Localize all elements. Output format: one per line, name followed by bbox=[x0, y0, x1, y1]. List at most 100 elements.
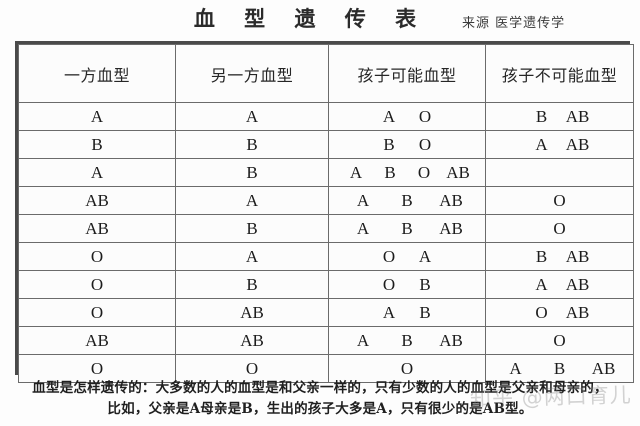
cell-parent-b: B bbox=[175, 270, 329, 299]
blood-type-token-group: O AB bbox=[486, 304, 633, 321]
table-row: O AB A B O AB bbox=[18, 298, 634, 327]
cell-parent-b: AB bbox=[175, 298, 329, 327]
cell-parent-a: AB bbox=[18, 214, 176, 243]
blood-type-token: A bbox=[535, 135, 548, 154]
blood-type-token: B bbox=[419, 275, 431, 294]
blood-type-token: B bbox=[401, 219, 413, 238]
blood-type-token: AB bbox=[565, 303, 590, 322]
blood-type-token: A bbox=[356, 191, 370, 210]
blood-type-token: AB bbox=[439, 219, 463, 238]
blood-type-token: AB bbox=[439, 191, 463, 210]
cell-parent-a: O bbox=[18, 242, 176, 271]
blood-type-token-group: A AB bbox=[486, 276, 633, 293]
blood-type-token: O bbox=[417, 163, 431, 182]
footer-line-2: 比如，父亲是A母亲是B，生出的孩子大多是A，只有很少的是AB型。 bbox=[107, 401, 533, 417]
cell-parent-b: B bbox=[175, 214, 329, 243]
cell-possible-types: A B O AB bbox=[328, 158, 486, 187]
cell-impossible-types: A AB bbox=[485, 270, 634, 299]
cell-parent-b: B bbox=[175, 158, 329, 187]
title-bar: 血 型 遗 传 表 来源 医学遗传学 bbox=[0, 0, 640, 40]
cell-impossible-types: O AB bbox=[485, 298, 634, 327]
cell-possible-types: A B AB bbox=[328, 186, 486, 215]
page-title: 血 型 遗 传 表 bbox=[193, 6, 428, 31]
cell-possible-types: A B AB bbox=[328, 214, 486, 243]
cell-parent-a: AB bbox=[18, 186, 176, 215]
cell-parent-a: O bbox=[18, 270, 176, 299]
cell-parent-b: AB bbox=[175, 326, 329, 355]
table-row: O B O B A AB bbox=[18, 270, 634, 299]
table-header: 一方血型 另一方血型 孩子可能血型 孩子不可能血型 bbox=[18, 44, 634, 103]
blood-type-token: AB bbox=[439, 331, 463, 350]
blood-type-token-group: B AB bbox=[486, 248, 633, 265]
cell-parent-b: A bbox=[175, 102, 329, 131]
blood-type-token-group: B AB bbox=[486, 108, 633, 125]
column-header-parent-b: 另一方血型 bbox=[175, 44, 329, 103]
blood-type-token: B bbox=[535, 247, 548, 266]
source-citation: 来源 医学遗传学 bbox=[462, 16, 566, 31]
blood-type-token: B bbox=[384, 163, 396, 182]
column-header-parent-a: 一方血型 bbox=[18, 44, 176, 103]
blood-type-token: B bbox=[383, 135, 395, 154]
cell-parent-b: A bbox=[175, 186, 329, 215]
table-row: O O O A B AB bbox=[18, 354, 634, 383]
table-body: A A A O B AB B B B O A AB A B A B O AB AB A A B AB O AB B A B AB O O A O… bbox=[18, 102, 634, 383]
blood-type-token: A bbox=[382, 303, 396, 322]
table-row: A B A B O AB bbox=[18, 158, 634, 187]
table-row: AB A A B AB O bbox=[18, 186, 634, 215]
table-row: O A O A B AB bbox=[18, 242, 634, 271]
blood-type-token: B bbox=[535, 107, 548, 126]
cell-parent-a: A bbox=[18, 158, 176, 187]
blood-type-token-group: A B AB bbox=[329, 192, 485, 209]
blood-type-token: O bbox=[382, 275, 396, 294]
blood-type-token: B bbox=[419, 303, 431, 322]
blood-type-token-group: O bbox=[486, 332, 633, 349]
blood-type-token: O bbox=[535, 303, 548, 322]
blood-type-token-group: A B AB bbox=[329, 332, 485, 349]
blood-type-token-group: O bbox=[486, 192, 633, 209]
blood-type-token-group: A B AB bbox=[486, 360, 633, 377]
cell-parent-b: B bbox=[175, 130, 329, 159]
blood-type-token: A bbox=[382, 107, 396, 126]
cell-parent-a: B bbox=[18, 130, 176, 159]
column-header-impossible: 孩子不可能血型 bbox=[485, 44, 634, 103]
blood-type-token: AB bbox=[565, 107, 590, 126]
cell-parent-a: O bbox=[18, 298, 176, 327]
cell-impossible-types: O bbox=[485, 186, 634, 215]
footer-line-1: 血型是怎样遗传的：大多数的人的血型是和父亲一样的，只有少数的人的血型是父亲和母亲… bbox=[32, 380, 608, 396]
cell-possible-types: O bbox=[328, 354, 486, 383]
cell-parent-b: A bbox=[175, 242, 329, 271]
footer-note: 血型是怎样遗传的：大多数的人的血型是和父亲一样的，只有少数的人的血型是父亲和母亲… bbox=[0, 378, 640, 420]
cell-impossible-types: O bbox=[485, 214, 634, 243]
blood-type-token: O bbox=[553, 219, 566, 238]
blood-type-token: O bbox=[418, 135, 432, 154]
blood-type-token: B bbox=[401, 331, 413, 350]
blood-type-token: O bbox=[418, 107, 432, 126]
cell-possible-types: A B AB bbox=[328, 326, 486, 355]
blood-type-token: B bbox=[553, 359, 566, 378]
header-row: 一方血型 另一方血型 孩子可能血型 孩子不可能血型 bbox=[18, 44, 634, 103]
blood-type-token: B bbox=[401, 191, 413, 210]
cell-impossible-types: B AB bbox=[485, 242, 634, 271]
blood-type-token: A bbox=[356, 331, 370, 350]
blood-type-token-group: O bbox=[486, 220, 633, 237]
blood-type-token: O bbox=[553, 191, 566, 210]
blood-type-token: AB bbox=[565, 135, 590, 154]
blood-type-token-group: A B AB bbox=[329, 220, 485, 237]
table-row: AB B A B AB O bbox=[18, 214, 634, 243]
cell-impossible-types bbox=[485, 158, 634, 187]
blood-type-token: AB bbox=[446, 163, 470, 182]
cell-impossible-types: B AB bbox=[485, 102, 634, 131]
blood-type-token: A bbox=[349, 163, 363, 182]
blood-type-token: AB bbox=[565, 247, 590, 266]
blood-type-token: A bbox=[356, 219, 370, 238]
blood-type-token: A bbox=[509, 359, 522, 378]
